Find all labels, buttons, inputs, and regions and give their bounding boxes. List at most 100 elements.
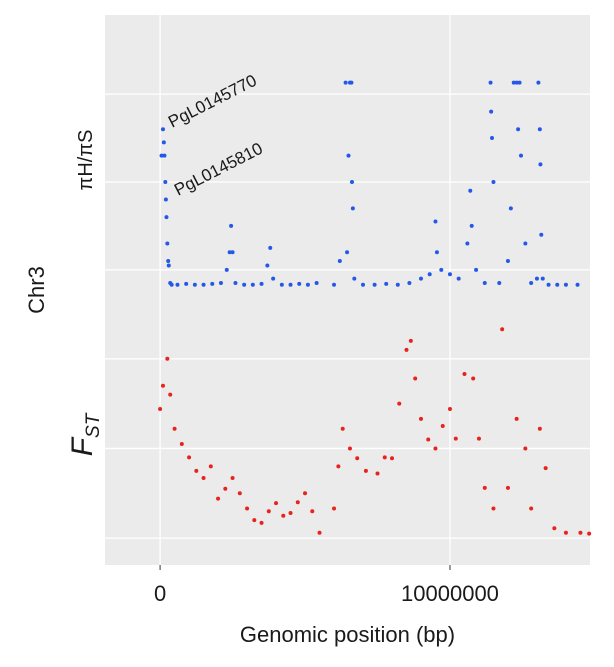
point bbox=[336, 464, 341, 469]
point bbox=[265, 263, 270, 268]
point bbox=[349, 179, 354, 184]
point bbox=[505, 259, 510, 264]
point bbox=[259, 281, 264, 286]
point bbox=[490, 136, 495, 141]
point bbox=[172, 426, 177, 431]
point bbox=[175, 282, 180, 287]
point bbox=[529, 506, 534, 511]
point bbox=[491, 506, 496, 511]
point bbox=[310, 509, 315, 514]
point bbox=[587, 531, 592, 536]
point bbox=[218, 281, 223, 286]
point bbox=[511, 80, 516, 85]
point bbox=[295, 500, 300, 505]
point bbox=[505, 485, 510, 490]
point bbox=[281, 513, 286, 518]
point bbox=[382, 455, 387, 460]
point bbox=[161, 140, 166, 145]
point bbox=[434, 250, 439, 255]
point bbox=[288, 282, 293, 287]
point bbox=[245, 506, 250, 511]
point bbox=[229, 223, 234, 228]
point bbox=[350, 206, 355, 211]
point bbox=[433, 219, 438, 224]
point bbox=[453, 436, 458, 441]
point bbox=[555, 282, 560, 287]
point bbox=[163, 197, 168, 202]
point bbox=[233, 281, 238, 286]
y-axis-label: πH/πS bbox=[75, 130, 97, 191]
point bbox=[223, 486, 228, 491]
point bbox=[340, 426, 345, 431]
point bbox=[465, 241, 470, 246]
point bbox=[404, 347, 409, 352]
y-axis-label: FST bbox=[66, 412, 104, 456]
point bbox=[476, 436, 481, 441]
point bbox=[514, 80, 519, 85]
point bbox=[184, 281, 189, 286]
point bbox=[355, 456, 360, 461]
point bbox=[395, 282, 400, 287]
point bbox=[575, 282, 580, 287]
point bbox=[210, 281, 215, 286]
point bbox=[384, 281, 389, 286]
point bbox=[482, 281, 487, 286]
point bbox=[500, 327, 505, 332]
point bbox=[332, 282, 337, 287]
point bbox=[514, 416, 519, 421]
y-axis-label-main: πH/πS bbox=[75, 130, 97, 191]
point bbox=[227, 250, 232, 255]
point bbox=[268, 245, 273, 250]
point bbox=[169, 282, 174, 287]
point bbox=[160, 383, 165, 388]
point bbox=[346, 153, 351, 158]
point bbox=[242, 282, 247, 287]
point bbox=[165, 356, 170, 361]
point bbox=[408, 338, 413, 343]
point bbox=[517, 80, 522, 85]
point bbox=[159, 153, 164, 158]
point bbox=[523, 446, 528, 451]
point bbox=[288, 511, 293, 515]
point bbox=[305, 282, 310, 287]
point bbox=[252, 518, 257, 523]
x-axis-label: Genomic position (bp) bbox=[240, 622, 455, 647]
point bbox=[456, 276, 461, 281]
point bbox=[259, 520, 264, 525]
point bbox=[343, 80, 348, 85]
point bbox=[164, 215, 169, 220]
point bbox=[352, 276, 357, 281]
point bbox=[440, 424, 445, 429]
point bbox=[447, 407, 452, 411]
point bbox=[389, 456, 394, 461]
point bbox=[468, 188, 473, 193]
point bbox=[519, 153, 524, 158]
point bbox=[578, 530, 583, 535]
point bbox=[166, 259, 171, 264]
point bbox=[426, 437, 431, 442]
point bbox=[497, 281, 502, 286]
point bbox=[250, 282, 255, 287]
point bbox=[508, 206, 513, 211]
point bbox=[237, 491, 242, 496]
point bbox=[361, 282, 366, 287]
point bbox=[317, 530, 322, 535]
point bbox=[538, 162, 543, 167]
point bbox=[537, 426, 542, 431]
point bbox=[491, 179, 496, 184]
point bbox=[537, 127, 542, 132]
point bbox=[447, 272, 452, 277]
point bbox=[332, 506, 337, 511]
point bbox=[534, 276, 539, 281]
point bbox=[469, 223, 474, 228]
point bbox=[201, 476, 206, 481]
point bbox=[433, 446, 438, 451]
point bbox=[397, 401, 402, 406]
point bbox=[372, 282, 377, 287]
point bbox=[166, 263, 171, 268]
point bbox=[274, 501, 279, 506]
point bbox=[165, 241, 170, 246]
point bbox=[529, 281, 534, 286]
point bbox=[271, 276, 276, 281]
